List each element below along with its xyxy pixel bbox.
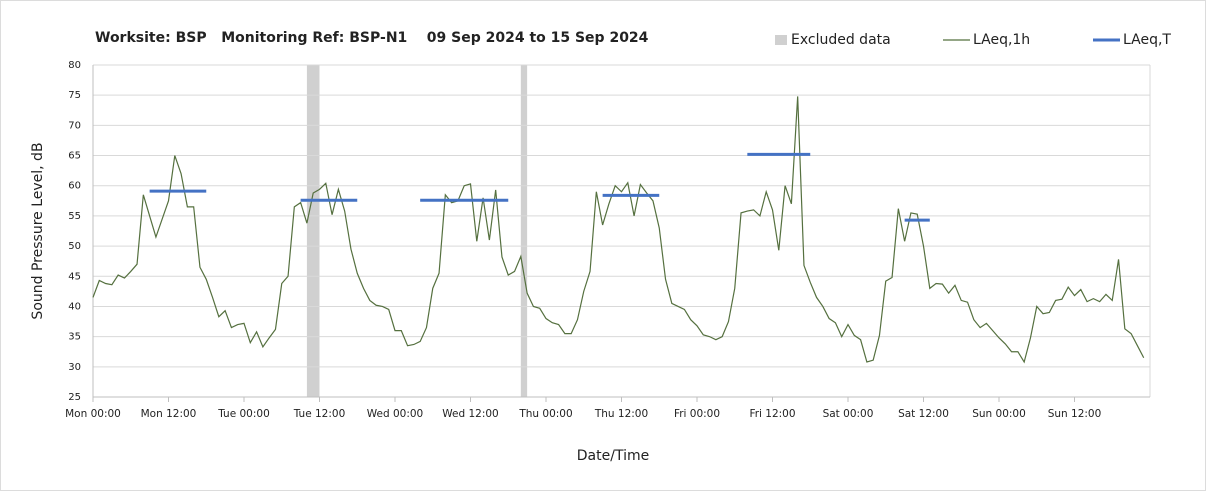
data-line xyxy=(92,96,1145,364)
x-axis-label: Date/Time xyxy=(577,448,649,464)
y-axis-label: Sound Pressure Level, dB xyxy=(30,142,46,319)
excluded-band xyxy=(306,65,320,397)
x-tick-label: Sat 00:00 xyxy=(823,408,874,420)
x-tick-label: Wed 00:00 xyxy=(367,408,424,420)
x-tick-label: Tue 12:00 xyxy=(293,408,346,420)
y-tick-label: 75 xyxy=(68,90,81,101)
y-tick-label: 80 xyxy=(68,60,81,71)
legend-swatch xyxy=(775,35,787,45)
y-tick-label: 25 xyxy=(68,392,81,403)
y-tick-label: 55 xyxy=(68,211,81,222)
y-tick-label: 60 xyxy=(68,181,81,192)
legend-label: LAeq,1h xyxy=(973,32,1030,48)
chart-title: Worksite: BSP Monitoring Ref: BSP-N1 09 … xyxy=(95,30,649,46)
y-tick-label: 70 xyxy=(68,120,81,131)
x-tick-label: Thu 00:00 xyxy=(518,408,572,420)
x-tick-label: Thu 12:00 xyxy=(594,408,648,420)
y-tick-label: 50 xyxy=(68,241,81,252)
excluded-band xyxy=(520,65,528,397)
y-tick-label: 65 xyxy=(68,151,81,162)
x-tick-label: Wed 12:00 xyxy=(442,408,499,420)
legend-label: Excluded data xyxy=(791,32,891,48)
y-tick-label: 30 xyxy=(68,362,81,373)
y-tick-label: 35 xyxy=(68,332,81,343)
x-tick-label: Fri 00:00 xyxy=(674,408,720,420)
x-tick-label: Sat 12:00 xyxy=(898,408,949,420)
x-tick-label: Tue 00:00 xyxy=(217,408,270,420)
x-tick-label: Sun 00:00 xyxy=(972,408,1026,420)
x-tick-label: Sun 12:00 xyxy=(1048,408,1102,420)
y-tick-label: 40 xyxy=(68,301,81,312)
y-tick-label: 45 xyxy=(68,271,81,282)
x-tick-label: Mon 12:00 xyxy=(141,408,197,420)
x-tick-label: Fri 12:00 xyxy=(749,408,795,420)
legend-label: LAeq,T xyxy=(1123,32,1171,48)
x-tick-label: Mon 00:00 xyxy=(65,408,121,420)
